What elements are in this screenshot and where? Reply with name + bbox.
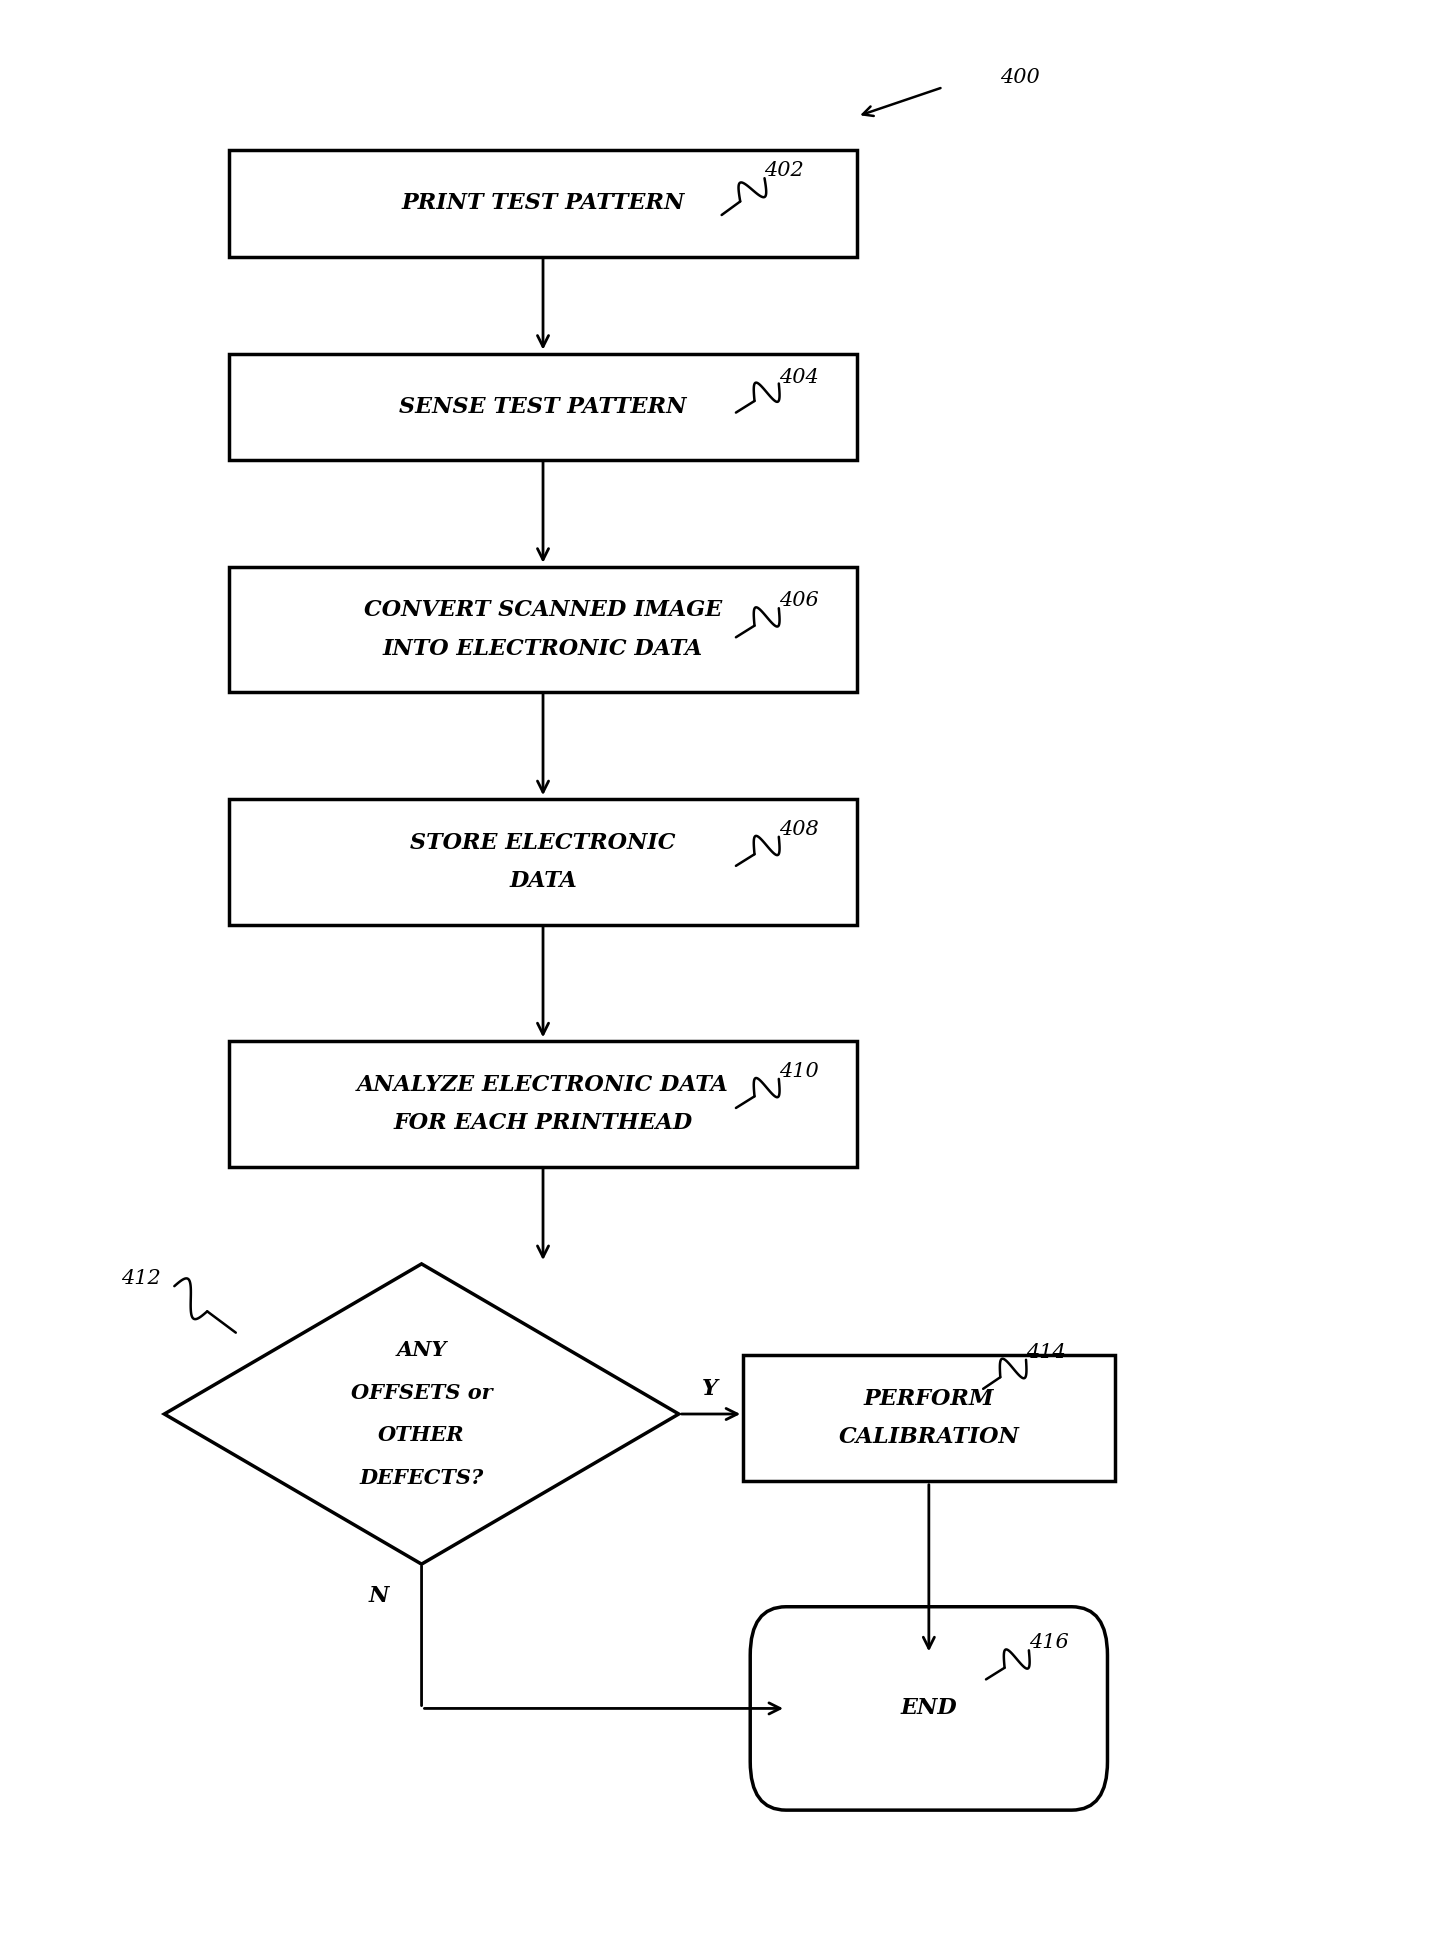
Text: 402: 402 [765, 161, 805, 180]
Bar [229, 566, 857, 692]
Text: CONVERT SCANNED IMAGE: CONVERT SCANNED IMAGE [364, 599, 722, 622]
Text: 406: 406 [779, 591, 819, 610]
Text: ANY: ANY [396, 1340, 447, 1360]
Text: 400: 400 [1000, 68, 1040, 87]
Text: 408: 408 [779, 819, 819, 839]
Text: 414: 414 [1026, 1342, 1066, 1362]
Text: 410: 410 [779, 1061, 819, 1081]
Text: ANALYZE ELECTRONIC DATA: ANALYZE ELECTRONIC DATA [357, 1073, 729, 1096]
Text: N: N [369, 1584, 389, 1608]
Text: OFFSETS or: OFFSETS or [350, 1383, 493, 1402]
Bar [743, 1356, 1115, 1480]
FancyBboxPatch shape [750, 1608, 1107, 1809]
Text: CALIBRATION: CALIBRATION [839, 1426, 1019, 1449]
Bar [229, 149, 857, 256]
Text: 404: 404 [779, 368, 819, 387]
Text: OTHER: OTHER [379, 1426, 464, 1445]
Text: Y: Y [702, 1377, 719, 1400]
Text: DATA: DATA [509, 870, 577, 893]
Bar [229, 353, 857, 459]
Text: 416: 416 [1029, 1633, 1069, 1652]
Text: FOR EACH PRINTHEAD: FOR EACH PRINTHEAD [393, 1112, 693, 1135]
Text: END: END [900, 1697, 957, 1720]
Bar [229, 798, 857, 924]
Text: 412: 412 [121, 1269, 161, 1288]
Text: SENSE TEST PATTERN: SENSE TEST PATTERN [399, 395, 687, 418]
Text: DEFECTS?: DEFECTS? [360, 1468, 483, 1488]
Text: PRINT TEST PATTERN: PRINT TEST PATTERN [402, 192, 684, 215]
Text: PERFORM: PERFORM [863, 1387, 995, 1410]
Polygon shape [164, 1263, 679, 1565]
Bar [229, 1042, 857, 1166]
Text: INTO ELECTRONIC DATA: INTO ELECTRONIC DATA [383, 637, 703, 661]
Text: STORE ELECTRONIC: STORE ELECTRONIC [410, 831, 676, 854]
